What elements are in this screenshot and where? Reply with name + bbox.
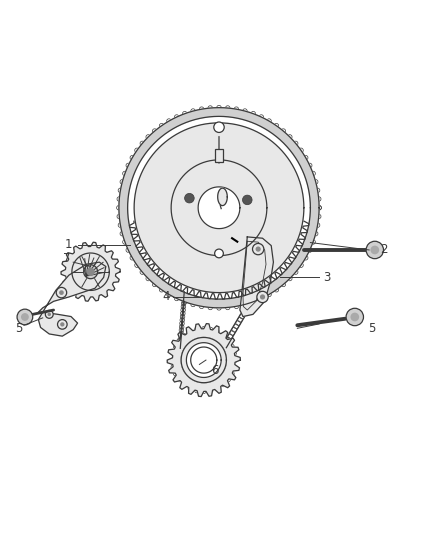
Circle shape: [366, 241, 384, 259]
Polygon shape: [181, 337, 226, 383]
Text: 5: 5: [367, 322, 375, 335]
Polygon shape: [240, 237, 273, 317]
Text: 1: 1: [65, 238, 73, 251]
Text: 2: 2: [380, 244, 387, 256]
Polygon shape: [39, 262, 106, 312]
Circle shape: [350, 313, 359, 321]
Polygon shape: [119, 108, 319, 308]
Circle shape: [56, 287, 67, 298]
Circle shape: [185, 193, 194, 203]
Circle shape: [57, 320, 67, 329]
Circle shape: [17, 309, 33, 325]
Text: 5: 5: [15, 322, 22, 335]
Polygon shape: [87, 268, 94, 275]
Polygon shape: [39, 312, 78, 336]
Circle shape: [257, 292, 268, 303]
Polygon shape: [61, 242, 120, 301]
Polygon shape: [186, 343, 221, 377]
Text: 4: 4: [162, 290, 170, 303]
Circle shape: [215, 249, 223, 258]
Polygon shape: [134, 123, 304, 293]
Circle shape: [59, 290, 64, 295]
Circle shape: [260, 294, 265, 300]
Circle shape: [253, 244, 264, 255]
Circle shape: [21, 313, 29, 321]
Polygon shape: [191, 347, 217, 373]
Polygon shape: [198, 187, 240, 229]
Circle shape: [346, 308, 364, 326]
Polygon shape: [171, 160, 267, 256]
Bar: [215, 149, 223, 162]
Polygon shape: [167, 324, 240, 397]
Polygon shape: [173, 329, 235, 391]
Circle shape: [255, 246, 261, 252]
Polygon shape: [72, 253, 110, 290]
Circle shape: [214, 122, 224, 133]
Polygon shape: [218, 188, 227, 206]
Circle shape: [60, 322, 64, 327]
Circle shape: [371, 246, 379, 254]
Polygon shape: [181, 337, 226, 383]
Text: 6: 6: [211, 364, 219, 377]
Polygon shape: [84, 265, 98, 279]
Circle shape: [243, 195, 252, 205]
Text: 7: 7: [63, 252, 71, 265]
Circle shape: [46, 310, 53, 318]
Text: 3: 3: [323, 271, 331, 284]
Circle shape: [47, 313, 51, 316]
